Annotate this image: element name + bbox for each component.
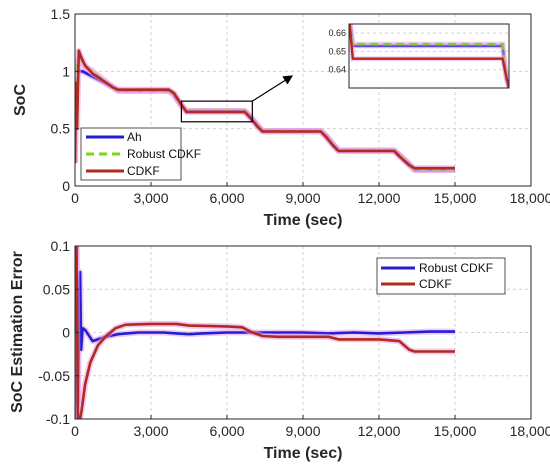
inset-grid	[349, 32, 509, 71]
inset-zoom-plot: 0.64 0.65 0.66	[328, 23, 510, 89]
bottom-y-axis-label: SoC Estimation Error	[9, 251, 26, 413]
top-legend: Ah Robust CDKF CDKF	[80, 127, 201, 181]
inset-frame	[348, 23, 510, 89]
bottom-legend-box	[376, 257, 506, 295]
top-x-ticks: 0 3,000 6,000 9,000 12,000 15,000 18,000	[71, 182, 550, 206]
legend-label-cdkf-error: CDKF	[419, 277, 452, 291]
x-tick-label: 3,000	[133, 190, 168, 206]
y-tick-label: 0.5	[51, 121, 71, 137]
error-panel: 0 3,000 6,000 9,000 12,000 15,000 18,000 -0.1-…	[9, 238, 550, 462]
x-tick-label: 3,000	[133, 423, 168, 439]
bottom-series	[75, 246, 455, 419]
zoom-box	[180, 100, 253, 123]
top-series	[75, 47, 455, 173]
y-tick-label: -0.05	[38, 368, 70, 384]
series-line-cdkf	[75, 49, 455, 170]
y-tick-label: 0.05	[43, 281, 70, 297]
inset-line-robust-cdkf	[349, 24, 509, 88]
x-tick-label: 6,000	[209, 190, 244, 206]
x-tick-label: 9,000	[285, 423, 320, 439]
soc-panel: 0 3,000 6,000 9,000 12,000 15,000 18,000 0 0.5 1…	[12, 6, 550, 229]
legend-label-robust-cdkf: Robust CDKF	[127, 147, 201, 161]
legend-label-robust-cdkf-error: Robust CDKF	[419, 261, 493, 275]
top-y-axis-label: SoC	[12, 84, 29, 116]
x-tick-label: 18,000	[510, 423, 550, 439]
series-line-cdkf	[75, 246, 455, 419]
x-tick-label: 15,000	[434, 423, 477, 439]
inset-y-tick-label: 0.64	[328, 65, 346, 75]
top-x-axis-label: Time (sec)	[264, 212, 343, 229]
y-tick-label: 1.5	[51, 6, 71, 22]
x-tick-label: 12,000	[358, 423, 401, 439]
y-tick-label: 0.1	[51, 238, 71, 254]
y-tick-label: -0.1	[46, 411, 70, 427]
x-tick-label: 15,000	[434, 190, 477, 206]
inset-y-ticks: 0.64 0.65 0.66	[328, 28, 346, 75]
x-tick-label: 0	[71, 190, 79, 206]
top-y-ticks: 0 0.5 1 1.5	[51, 6, 79, 194]
x-tick-label: 0	[71, 423, 79, 439]
x-tick-label: 6,000	[209, 423, 244, 439]
inset-background	[349, 24, 509, 88]
inset-line-cdkf	[349, 24, 509, 88]
x-tick-label: 9,000	[285, 190, 320, 206]
series-line-robust-cdkf	[75, 246, 455, 419]
inset-y-tick-label: 0.66	[328, 28, 346, 38]
y-tick-label: 0	[62, 325, 70, 341]
bottom-y-ticks: -0.1 -0.05 0 0.05 0.1	[38, 238, 79, 427]
bottom-legend: Robust CDKF CDKF	[376, 257, 506, 295]
bottom-x-axis-label: Time (sec)	[264, 445, 343, 462]
inset-series	[349, 24, 509, 88]
inset-y-tick-label: 0.65	[328, 46, 346, 56]
y-tick-label: 0	[62, 178, 70, 194]
x-tick-label: 12,000	[358, 190, 401, 206]
y-tick-label: 1	[62, 63, 70, 79]
zoom-arrow	[252, 75, 294, 102]
legend-label-ah: Ah	[127, 130, 142, 144]
x-tick-label: 18,000	[510, 190, 550, 206]
bottom-x-ticks: 0 3,000 6,000 9,000 12,000 15,000 18,000	[71, 415, 550, 439]
legend-label-cdkf: CDKF	[127, 164, 160, 178]
